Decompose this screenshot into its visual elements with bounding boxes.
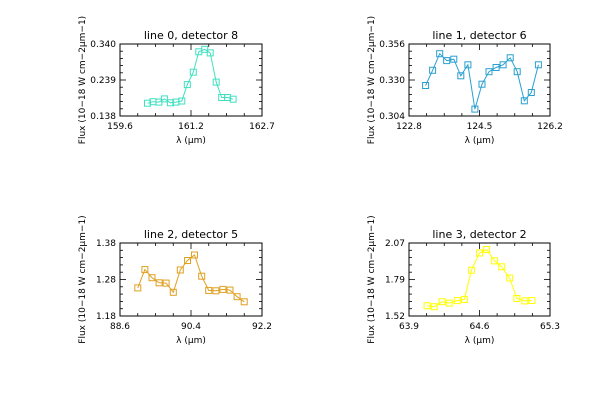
data-point [491,257,499,265]
x-axis-label: λ (μm) [465,136,495,146]
data-point [430,303,438,311]
data-point [498,263,506,271]
data-point [212,287,220,295]
data-point [483,246,491,253]
chart-title: line 2, detector 5 [144,228,238,241]
data-point [422,82,430,89]
chart-panel-2: 88.6 90.4 92.2 1.18 1.28 1.38 line 2, detector… [78,215,272,346]
data-point [476,249,483,257]
data-point [148,274,156,282]
data-point [492,64,500,71]
data-point [438,298,446,306]
data-point [485,68,493,76]
chart-title: line 0, detector 8 [144,29,238,42]
data-point [521,297,529,305]
data-point [453,297,461,305]
data-point [460,295,468,303]
data-point [499,61,507,69]
series-line [427,248,532,308]
data-point [155,279,163,287]
x-tick-label: 90.4 [181,322,201,332]
data-point [513,68,521,76]
x-tick-label: 92.2 [252,322,272,332]
chart-title: line 1, detector 6 [432,29,526,42]
data-point [534,61,542,69]
y-tick-label: 1.18 [96,312,116,322]
x-tick-label: 63.9 [399,322,419,332]
x-tick-label: 88.6 [110,322,130,332]
data-point [445,299,453,307]
y-tick-label: 0.138 [90,112,116,122]
chart-panel-3: 63.9 64.6 65.3 1.52 1.79 2.07 line 3, detector… [367,215,560,346]
x-tick-label: 126.2 [537,122,563,132]
y-tick-label: 1.38 [96,239,116,249]
data-point [513,295,521,302]
x-tick-label: 65.3 [540,322,560,332]
data-point [528,297,536,304]
x-tick-label: 124.5 [467,122,493,132]
data-point [233,293,241,301]
x-tick-label: 64.6 [469,322,489,332]
data-point [134,284,142,292]
y-tick-label: 0.239 [90,76,116,86]
x-axis-label: λ (μm) [176,136,206,146]
data-point [169,288,177,296]
data-point [183,81,191,89]
series-line [425,52,539,110]
x-axis-label: λ (μm) [465,336,495,346]
data-point [141,266,149,274]
y-tick-label: 1.79 [385,276,405,286]
data-point [184,257,191,264]
data-point [205,286,213,294]
y-tick-label: 0.330 [379,76,405,86]
data-point [450,55,458,63]
y-axis-label: Flux (10−18 W cm−2μm−1) [78,16,88,144]
x-tick-label: 122.8 [396,122,422,132]
x-tick-label: 159.6 [107,122,133,132]
y-tick-label: 2.07 [385,239,405,249]
data-point [429,66,437,74]
data-point [191,251,198,259]
y-tick-label: 1.52 [385,312,405,322]
y-tick-label: 1.28 [96,276,116,286]
y-axis-label: Flux (10−18 W cm−2μm−1) [367,215,377,343]
data-point [160,95,168,103]
chart-title: line 3, detector 2 [432,228,526,241]
data-point [506,54,514,62]
data-point [198,272,206,280]
x-tick-label: 162.7 [249,122,275,132]
data-point [229,95,237,103]
data-point [201,45,209,53]
data-point [423,302,431,310]
chart-panel-0: 159.6 161.2 162.7 0.138 0.239 0.340 line 0, de… [78,16,275,146]
x-axis-label: λ (μm) [176,336,206,346]
data-point [506,274,514,282]
data-point [206,49,214,57]
data-point [212,78,220,86]
data-point [471,105,479,113]
chart-panel-1: 122.8 124.5 126.2 0.304 0.330 0.356 line 1, de… [367,16,563,146]
x-tick-label: 161.2 [178,122,204,132]
data-point [162,279,170,287]
y-axis-label: Flux (10−18 W cm−2μm−1) [78,215,88,343]
data-point [520,97,528,105]
data-point [226,286,234,294]
data-point [478,80,486,88]
data-point [178,97,186,105]
data-point [240,298,248,306]
data-point [189,68,197,76]
data-point [527,89,535,96]
y-tick-label: 0.340 [90,40,116,50]
data-point [457,72,465,80]
data-point [467,266,475,274]
data-point [219,285,227,293]
y-tick-label: 0.304 [379,112,405,122]
y-tick-label: 0.356 [379,40,405,50]
data-point [436,50,444,58]
y-axis-label: Flux (10−18 W cm−2μm−1) [367,16,377,144]
data-point [443,57,451,65]
data-point [464,61,472,69]
data-point [176,266,184,274]
